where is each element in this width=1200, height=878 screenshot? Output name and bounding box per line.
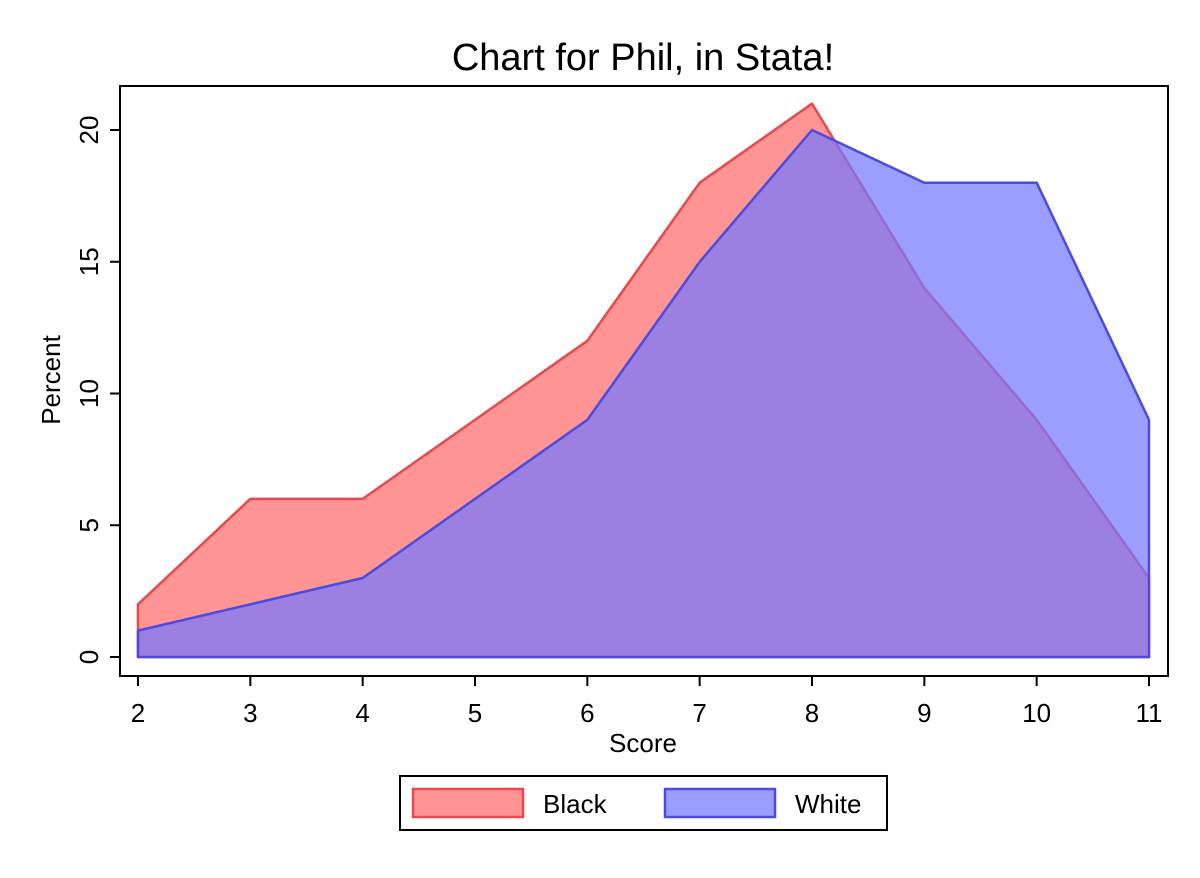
legend: Black White — [399, 775, 888, 831]
x-tick-label-3: 3 — [243, 698, 257, 728]
x-axis: 2 3 4 5 6 7 8 9 10 11 — [131, 676, 1163, 728]
x-tick-label-2: 2 — [131, 698, 145, 728]
chart-title: Chart for Phil, in Stata! — [452, 37, 834, 79]
y-axis-label: Percent — [36, 334, 66, 424]
plot-frame — [119, 85, 1169, 677]
legend-swatch-white — [663, 787, 777, 819]
y-tick-label-0: 0 — [74, 650, 104, 664]
legend-label-white: White — [795, 789, 861, 819]
y-tick-label-10: 10 — [74, 379, 104, 408]
x-tick-label-8: 8 — [805, 698, 819, 728]
x-axis-label: Score — [609, 728, 677, 758]
y-axis: 0 5 10 15 20 — [74, 116, 120, 664]
series-areas — [136, 102, 1151, 659]
x-tick-label-10: 10 — [1022, 698, 1051, 728]
y-tick-label-15: 15 — [74, 247, 104, 276]
x-tick-label-7: 7 — [692, 698, 706, 728]
x-tick-label-4: 4 — [355, 698, 369, 728]
area-white — [136, 128, 1151, 659]
x-tick-label-5: 5 — [468, 698, 482, 728]
y-tick-label-20: 20 — [74, 116, 104, 145]
x-tick-label-11: 11 — [1136, 698, 1163, 728]
x-tick-label-6: 6 — [580, 698, 594, 728]
x-tick-label-9: 9 — [917, 698, 931, 728]
legend-swatch-black — [411, 787, 525, 819]
y-tick-label-5: 5 — [74, 518, 104, 532]
legend-label-black: Black — [543, 789, 608, 819]
